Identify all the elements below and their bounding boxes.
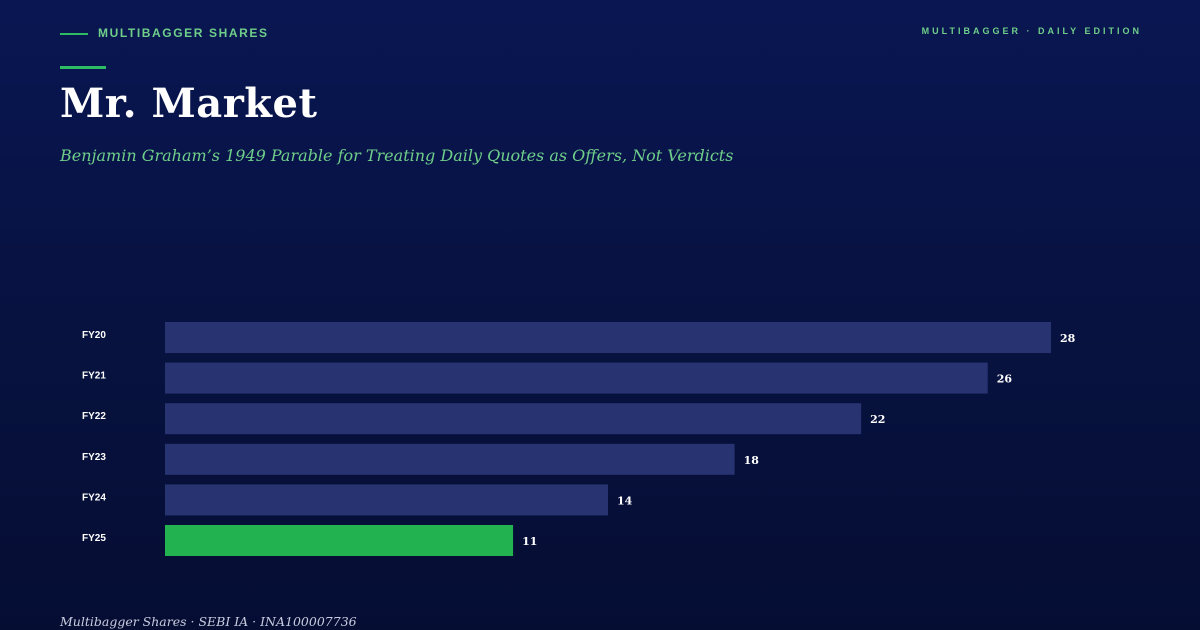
footer-credit: Multibagger Shares · SEBI IA · INA100007… [60,614,357,629]
category-label: FY25 [82,533,106,544]
bar [165,403,862,435]
value-label: 22 [870,413,885,426]
bar-highlight [165,525,514,556]
category-label: FY24 [82,492,106,503]
value-label: 14 [617,494,633,507]
brand-header: MULTIBAGGER SHARES [60,26,269,40]
bar [165,443,735,475]
bar [165,322,1051,353]
value-label: 11 [522,535,537,548]
category-label: FY21 [82,371,106,382]
category-label: FY20 [82,330,106,341]
value-label: 26 [997,373,1013,386]
page-subtitle: Benjamin Graham’s 1949 Parable for Treat… [60,146,734,165]
bar [165,362,988,394]
title-rule [60,66,106,69]
edition-label: MULTIBAGGER · DAILY EDITION [921,26,1142,36]
value-label: 18 [744,454,760,467]
category-label: FY22 [82,411,106,422]
brand-dash [60,33,88,35]
bar [165,484,608,516]
page-title: Mr. Market [60,80,318,127]
category-label: FY23 [82,452,106,463]
brand-label: MULTIBAGGER SHARES [98,26,269,40]
value-label: 28 [1060,332,1076,345]
